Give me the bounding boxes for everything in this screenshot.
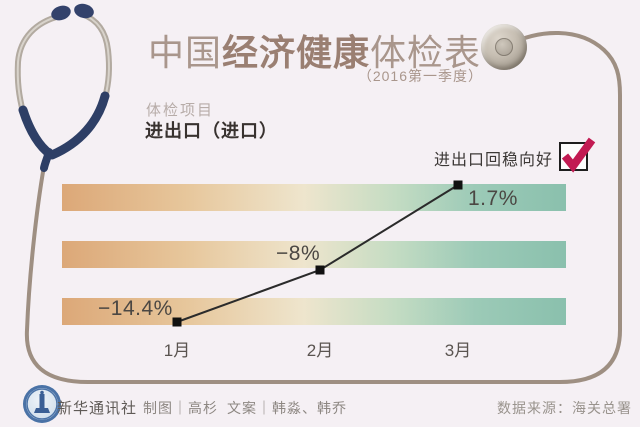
data-point-jan xyxy=(172,317,182,327)
data-point-feb xyxy=(315,265,325,275)
axis-label-jan: 1月 xyxy=(163,341,191,360)
checkmark-icon xyxy=(561,137,596,173)
page-title: 中国经济健康体检表 xyxy=(148,24,488,76)
credit-copy: 文案｜韩淼、韩乔 xyxy=(227,400,347,416)
data-source: 数据来源：海关总署 xyxy=(497,400,632,416)
gradient-band-row2 xyxy=(62,241,566,268)
exam-item-title: 进出口（进口） xyxy=(145,121,278,141)
exam-section-label: 体检项目 xyxy=(146,102,215,119)
chestpiece-center xyxy=(495,38,513,56)
data-point-mar xyxy=(453,180,463,190)
gradient-band-row1 xyxy=(62,184,566,211)
title-part-regular-2: 体检表 xyxy=(370,32,482,73)
value-label-mar: 1.7% xyxy=(468,187,518,210)
value-label-feb: −8% xyxy=(276,242,321,265)
axis-label-mar: 3月 xyxy=(444,341,472,360)
xinhua-logo-icon xyxy=(23,385,61,423)
verdict-text: 进出口回稳向好 xyxy=(433,152,553,169)
title-part-regular: 中国 xyxy=(148,32,223,73)
title-part-bold: 经济健康 xyxy=(222,32,371,73)
credit-design: 制图｜高杉 xyxy=(143,400,218,416)
page-subtitle: （2016第一季度） xyxy=(357,68,483,84)
axis-label-feb: 2月 xyxy=(306,341,334,360)
agency-name: 新华通讯社 xyxy=(57,400,138,417)
value-label-jan: −14.4% xyxy=(98,297,173,320)
verdict-checkbox xyxy=(559,137,596,173)
stethoscope-chestpiece-icon xyxy=(481,24,527,70)
gradient-band-row3 xyxy=(62,298,566,325)
